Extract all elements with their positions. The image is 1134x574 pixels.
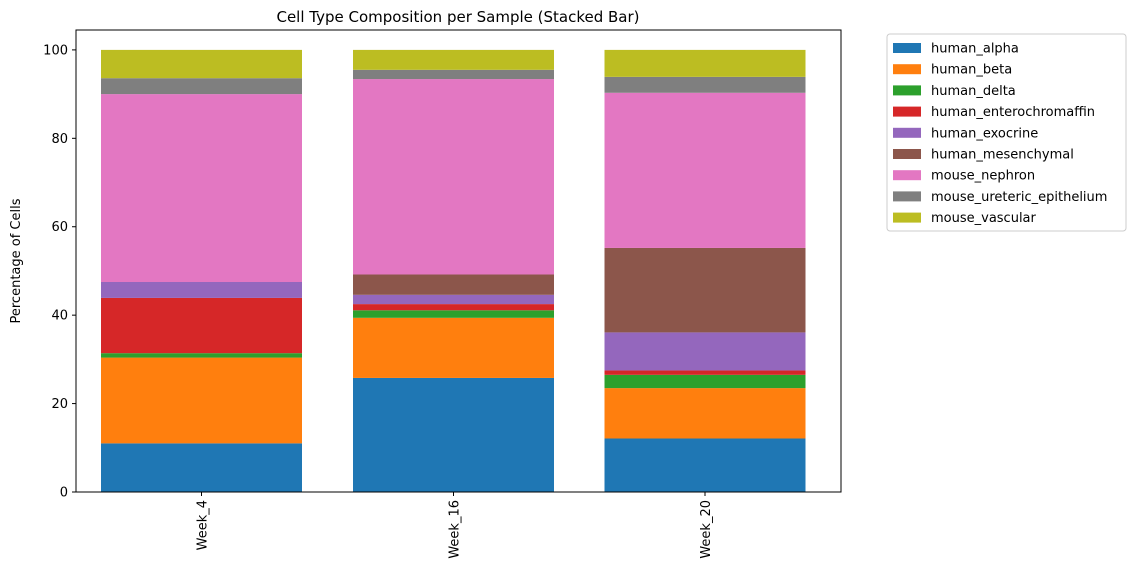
bar-Week_20-mouse_ureteric_epithelium — [604, 76, 806, 93]
bar-Week_20-human_enterochromaffin — [604, 370, 806, 375]
bar-Week_4-mouse_ureteric_epithelium — [101, 78, 302, 95]
y-axis: 0 20 40 60 80 100 — [43, 43, 76, 501]
bar-Week_16-mouse_nephron — [353, 79, 554, 275]
legend-label-mouse_nephron: mouse_nephron — [931, 169, 1035, 184]
plot-frame — [75, 29, 842, 493]
bar-Week_16-mouse_vascular — [353, 49, 554, 70]
x-tick-label: Week_4 — [196, 500, 211, 550]
legend-swatch-human_exocrine — [893, 127, 921, 138]
y-tick-label: 0 — [60, 486, 68, 501]
legend-label-human_beta: human_beta — [931, 63, 1012, 78]
legend-label-human_exocrine: human_exocrine — [931, 126, 1038, 141]
legend-label-human_mesenchymal: human_mesenchymal — [931, 148, 1074, 163]
chart-title: Cell Type Composition per Sample (Stacke… — [276, 8, 639, 26]
legend-swatch-human_alpha — [893, 43, 921, 53]
bar-Week_4-human_delta — [101, 353, 302, 358]
legend-label-human_enterochromaffin: human_enterochromaffin — [931, 105, 1095, 120]
bar-Week_20-human_mesenchymal — [604, 247, 806, 333]
x-tick-label: Week_20 — [699, 500, 714, 559]
bar-Week_20-human_beta — [604, 388, 806, 439]
bar-Week_20-human_alpha — [604, 438, 806, 492]
y-tick-label: 60 — [51, 220, 68, 235]
bar-Week_16-human_alpha — [353, 377, 554, 492]
y-tick-label: 20 — [51, 397, 68, 412]
bar-Week_20-mouse_vascular — [604, 49, 806, 77]
legend-swatch-mouse_ureteric_epithelium — [893, 191, 921, 202]
bar-Week_20-human_exocrine — [604, 332, 806, 371]
y-tick-label: 40 — [51, 309, 68, 324]
bar-Week_4-human_exocrine — [101, 282, 302, 298]
bar-Week_16-human_beta — [353, 317, 554, 378]
x-axis: Week_4 Week_16 Week_20 — [196, 492, 714, 559]
legend-swatch-mouse_vascular — [893, 212, 921, 223]
bars-layer — [101, 49, 806, 492]
legend-swatch-human_beta — [893, 64, 921, 75]
bar-Week_16-human_exocrine — [353, 294, 554, 305]
bar-Week_4-human_enterochromaffin — [101, 297, 302, 354]
bar-Week_4-mouse_vascular — [101, 49, 302, 79]
legend-label-human_delta: human_delta — [931, 84, 1016, 99]
bar-Week_16-human_mesenchymal — [353, 274, 554, 295]
legend-label-mouse_ureteric_epithelium: mouse_ureteric_epithelium — [931, 190, 1107, 205]
bar-Week_20-human_delta — [604, 374, 806, 389]
legend-swatch-human_delta — [893, 85, 921, 96]
x-tick-label: Week_16 — [448, 500, 463, 559]
bar-Week_4-human_alpha — [101, 443, 302, 492]
bar-Week_4-mouse_nephron — [101, 94, 302, 283]
legend-swatch-human_mesenchymal — [893, 149, 921, 159]
y-axis-label: Percentage of Cells — [9, 198, 24, 323]
legend-label-mouse_vascular: mouse_vascular — [931, 211, 1037, 226]
legend: human_alpha human_beta human_delta human_en… — [886, 33, 1127, 232]
legend-swatch-mouse_nephron — [893, 170, 921, 181]
bar-Week_16-mouse_ureteric_epithelium — [353, 69, 554, 80]
legend-label-human_alpha: human_alpha — [931, 42, 1019, 57]
legend-frame — [886, 33, 1127, 232]
legend-swatch-human_enterochromaffin — [893, 106, 921, 117]
bar-Week_20-mouse_nephron — [604, 92, 806, 248]
bar-Week_16-human_delta — [353, 310, 554, 318]
y-tick-label: 80 — [51, 132, 68, 147]
bar-Week_4-human_beta — [101, 357, 302, 444]
y-tick-label: 100 — [43, 43, 68, 58]
bar-Week_16-human_enterochromaffin — [353, 304, 554, 311]
